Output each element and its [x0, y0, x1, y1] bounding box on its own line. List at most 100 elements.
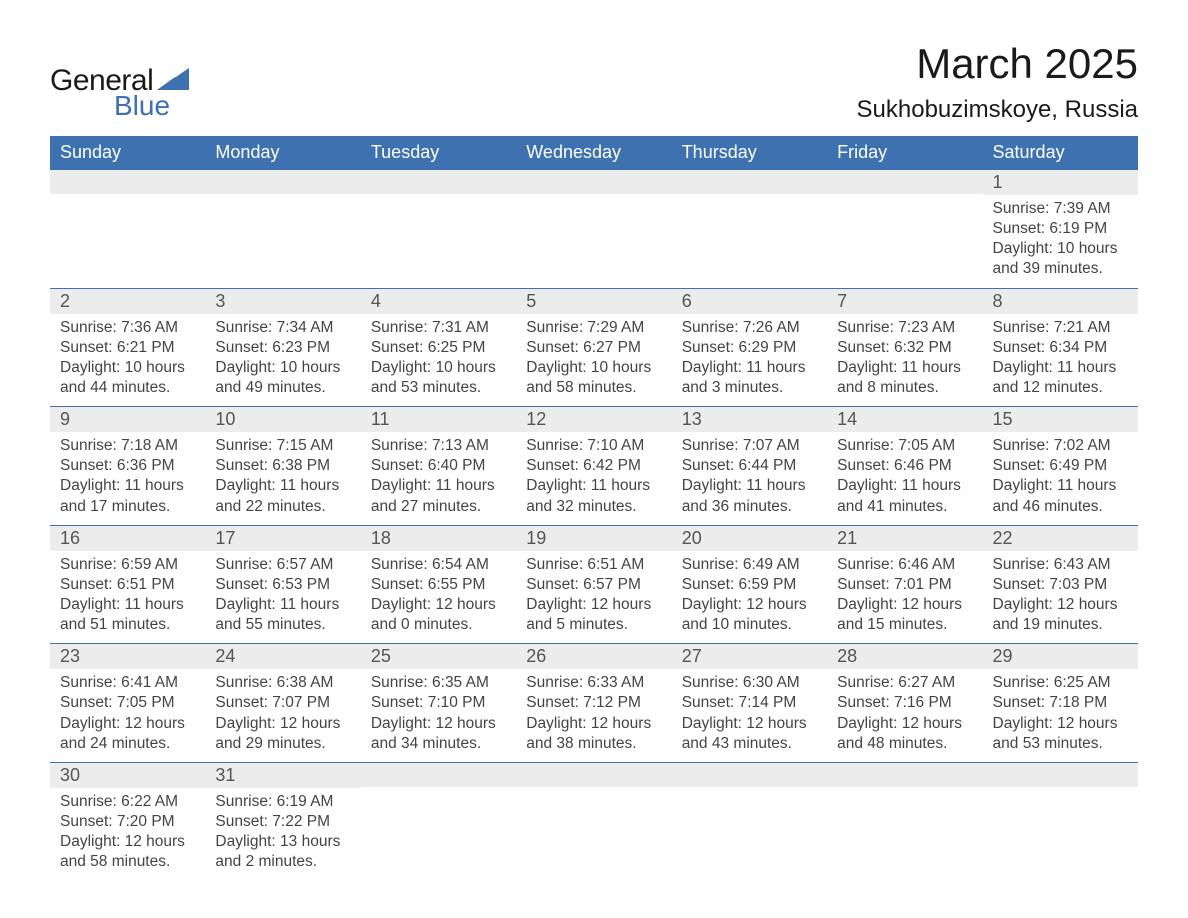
day-cell: 12Sunrise: 7:10 AMSunset: 6:42 PMDayligh… [516, 407, 671, 526]
daylight-line: Daylight: 12 hours and 5 minutes. [526, 595, 661, 635]
day-number: 1 [983, 170, 1138, 195]
week-row: 9Sunrise: 7:18 AMSunset: 6:36 PMDaylight… [50, 407, 1138, 526]
day-number: 26 [516, 644, 671, 669]
weekday-friday: Friday [827, 136, 982, 170]
sunrise-line: Sunrise: 7:07 AM [682, 436, 817, 456]
day-number: 18 [361, 526, 516, 551]
sunset-line: Sunset: 6:34 PM [993, 338, 1128, 358]
sunrise-line: Sunrise: 7:29 AM [526, 318, 661, 338]
day-details: Sunrise: 6:38 AMSunset: 7:07 PMDaylight:… [205, 669, 360, 762]
brand-word2: Blue [114, 90, 189, 122]
title-block: March 2025 Sukhobuzimskoye, Russia [857, 40, 1138, 124]
daylight-line: Daylight: 11 hours and 12 minutes. [993, 358, 1128, 398]
day-details: Sunrise: 6:25 AMSunset: 7:18 PMDaylight:… [983, 669, 1138, 762]
day-cell: 3Sunrise: 7:34 AMSunset: 6:23 PMDaylight… [205, 288, 360, 407]
day-details: Sunrise: 6:43 AMSunset: 7:03 PMDaylight:… [983, 551, 1138, 644]
day-details: Sunrise: 6:30 AMSunset: 7:14 PMDaylight:… [672, 669, 827, 762]
week-row: 23Sunrise: 6:41 AMSunset: 7:05 PMDayligh… [50, 644, 1138, 763]
sunset-line: Sunset: 7:07 PM [215, 693, 350, 713]
weekday-thursday: Thursday [672, 136, 827, 170]
day-cell: 7Sunrise: 7:23 AMSunset: 6:32 PMDaylight… [827, 288, 982, 407]
sunset-line: Sunset: 6:49 PM [993, 456, 1128, 476]
daylight-line: Daylight: 12 hours and 29 minutes. [215, 714, 350, 754]
day-details: Sunrise: 7:07 AMSunset: 6:44 PMDaylight:… [672, 432, 827, 525]
day-number [205, 170, 360, 194]
day-cell: 8Sunrise: 7:21 AMSunset: 6:34 PMDaylight… [983, 288, 1138, 407]
sunrise-line: Sunrise: 6:46 AM [837, 555, 972, 575]
day-details: Sunrise: 6:54 AMSunset: 6:55 PMDaylight:… [361, 551, 516, 644]
sunset-line: Sunset: 7:12 PM [526, 693, 661, 713]
daylight-line: Daylight: 11 hours and 3 minutes. [682, 358, 817, 398]
daylight-line: Daylight: 11 hours and 17 minutes. [60, 476, 195, 516]
daylight-line: Daylight: 13 hours and 2 minutes. [215, 832, 350, 872]
week-row: 2Sunrise: 7:36 AMSunset: 6:21 PMDaylight… [50, 288, 1138, 407]
day-details: Sunrise: 7:36 AMSunset: 6:21 PMDaylight:… [50, 314, 205, 407]
day-cell [827, 762, 982, 880]
day-number [672, 170, 827, 194]
day-details [361, 194, 516, 274]
day-cell: 4Sunrise: 7:31 AMSunset: 6:25 PMDaylight… [361, 288, 516, 407]
daylight-line: Daylight: 11 hours and 55 minutes. [215, 595, 350, 635]
sunrise-line: Sunrise: 6:51 AM [526, 555, 661, 575]
sunset-line: Sunset: 6:19 PM [993, 219, 1128, 239]
day-cell: 26Sunrise: 6:33 AMSunset: 7:12 PMDayligh… [516, 644, 671, 763]
day-details: Sunrise: 7:31 AMSunset: 6:25 PMDaylight:… [361, 314, 516, 407]
day-cell: 28Sunrise: 6:27 AMSunset: 7:16 PMDayligh… [827, 644, 982, 763]
day-cell: 23Sunrise: 6:41 AMSunset: 7:05 PMDayligh… [50, 644, 205, 763]
day-cell: 18Sunrise: 6:54 AMSunset: 6:55 PMDayligh… [361, 525, 516, 644]
sunset-line: Sunset: 6:21 PM [60, 338, 195, 358]
day-cell: 9Sunrise: 7:18 AMSunset: 6:36 PMDaylight… [50, 407, 205, 526]
sunrise-line: Sunrise: 6:25 AM [993, 673, 1128, 693]
day-cell [672, 170, 827, 289]
daylight-line: Daylight: 10 hours and 44 minutes. [60, 358, 195, 398]
day-number [50, 170, 205, 194]
sunrise-line: Sunrise: 6:59 AM [60, 555, 195, 575]
day-details: Sunrise: 7:26 AMSunset: 6:29 PMDaylight:… [672, 314, 827, 407]
day-number: 17 [205, 526, 360, 551]
daylight-line: Daylight: 11 hours and 8 minutes. [837, 358, 972, 398]
daylight-line: Daylight: 10 hours and 53 minutes. [371, 358, 506, 398]
sunset-line: Sunset: 7:03 PM [993, 575, 1128, 595]
day-cell: 15Sunrise: 7:02 AMSunset: 6:49 PMDayligh… [983, 407, 1138, 526]
sunrise-line: Sunrise: 6:27 AM [837, 673, 972, 693]
day-number [361, 170, 516, 194]
day-number: 7 [827, 289, 982, 314]
sunrise-line: Sunrise: 6:57 AM [215, 555, 350, 575]
sunrise-line: Sunrise: 6:49 AM [682, 555, 817, 575]
day-details: Sunrise: 6:41 AMSunset: 7:05 PMDaylight:… [50, 669, 205, 762]
sunrise-line: Sunrise: 7:23 AM [837, 318, 972, 338]
day-cell: 17Sunrise: 6:57 AMSunset: 6:53 PMDayligh… [205, 525, 360, 644]
daylight-line: Daylight: 10 hours and 49 minutes. [215, 358, 350, 398]
sunrise-line: Sunrise: 6:35 AM [371, 673, 506, 693]
day-number [827, 170, 982, 194]
day-number [516, 763, 671, 787]
day-cell [361, 170, 516, 289]
day-cell: 11Sunrise: 7:13 AMSunset: 6:40 PMDayligh… [361, 407, 516, 526]
day-number: 5 [516, 289, 671, 314]
sunrise-line: Sunrise: 7:31 AM [371, 318, 506, 338]
day-number [983, 763, 1138, 787]
day-number: 29 [983, 644, 1138, 669]
day-cell: 20Sunrise: 6:49 AMSunset: 6:59 PMDayligh… [672, 525, 827, 644]
daylight-line: Daylight: 12 hours and 24 minutes. [60, 714, 195, 754]
day-number: 27 [672, 644, 827, 669]
day-number: 15 [983, 407, 1138, 432]
day-cell [516, 762, 671, 880]
sunset-line: Sunset: 6:59 PM [682, 575, 817, 595]
sunrise-line: Sunrise: 7:39 AM [993, 199, 1128, 219]
daylight-line: Daylight: 12 hours and 53 minutes. [993, 714, 1128, 754]
sunset-line: Sunset: 7:10 PM [371, 693, 506, 713]
day-cell: 14Sunrise: 7:05 AMSunset: 6:46 PMDayligh… [827, 407, 982, 526]
day-number: 2 [50, 289, 205, 314]
sunrise-line: Sunrise: 6:54 AM [371, 555, 506, 575]
weekday-saturday: Saturday [983, 136, 1138, 170]
day-cell [205, 170, 360, 289]
daylight-line: Daylight: 11 hours and 51 minutes. [60, 595, 195, 635]
sunset-line: Sunset: 6:38 PM [215, 456, 350, 476]
day-number: 21 [827, 526, 982, 551]
daylight-line: Daylight: 11 hours and 27 minutes. [371, 476, 506, 516]
day-details [827, 194, 982, 274]
day-number: 10 [205, 407, 360, 432]
day-cell: 6Sunrise: 7:26 AMSunset: 6:29 PMDaylight… [672, 288, 827, 407]
sunrise-line: Sunrise: 7:26 AM [682, 318, 817, 338]
